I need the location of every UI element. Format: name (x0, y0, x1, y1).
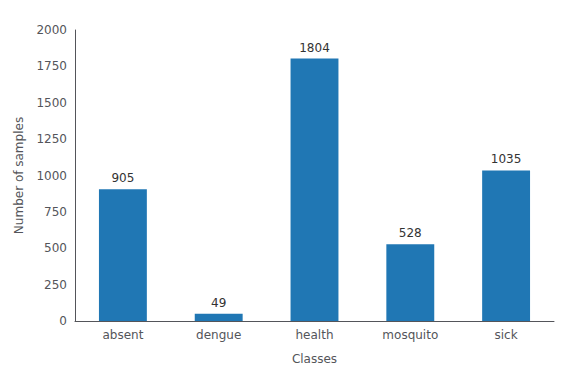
svg-text:health: health (296, 328, 334, 342)
svg-text:mosquito: mosquito (382, 328, 438, 342)
svg-text:750: 750 (44, 205, 67, 219)
svg-text:905: 905 (111, 171, 134, 185)
svg-text:528: 528 (399, 226, 422, 240)
svg-text:Number of samples: Number of samples (12, 117, 26, 234)
svg-text:49: 49 (211, 296, 226, 310)
svg-text:absent: absent (102, 328, 143, 342)
svg-text:1500: 1500 (36, 96, 67, 110)
svg-text:1035: 1035 (491, 152, 522, 166)
svg-text:sick: sick (495, 328, 518, 342)
svg-text:dengue: dengue (196, 328, 241, 342)
svg-text:1750: 1750 (36, 59, 67, 73)
svg-text:1000: 1000 (36, 169, 67, 183)
svg-text:Classes: Classes (292, 352, 337, 366)
svg-text:1250: 1250 (36, 132, 67, 146)
svg-text:500: 500 (44, 241, 67, 255)
svg-text:0: 0 (59, 314, 67, 328)
svg-text:250: 250 (44, 278, 67, 292)
svg-text:2000: 2000 (36, 23, 67, 37)
svg-text:1804: 1804 (299, 41, 330, 55)
